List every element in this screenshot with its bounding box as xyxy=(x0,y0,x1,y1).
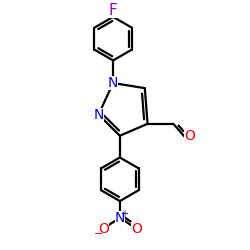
Text: N: N xyxy=(115,211,125,225)
Text: N: N xyxy=(93,108,104,122)
Text: +: + xyxy=(120,209,128,219)
Text: −: − xyxy=(93,228,103,238)
Text: N: N xyxy=(108,76,118,90)
Text: O: O xyxy=(98,222,109,236)
Text: O: O xyxy=(131,222,142,236)
Text: O: O xyxy=(184,130,195,143)
Text: F: F xyxy=(109,3,118,18)
